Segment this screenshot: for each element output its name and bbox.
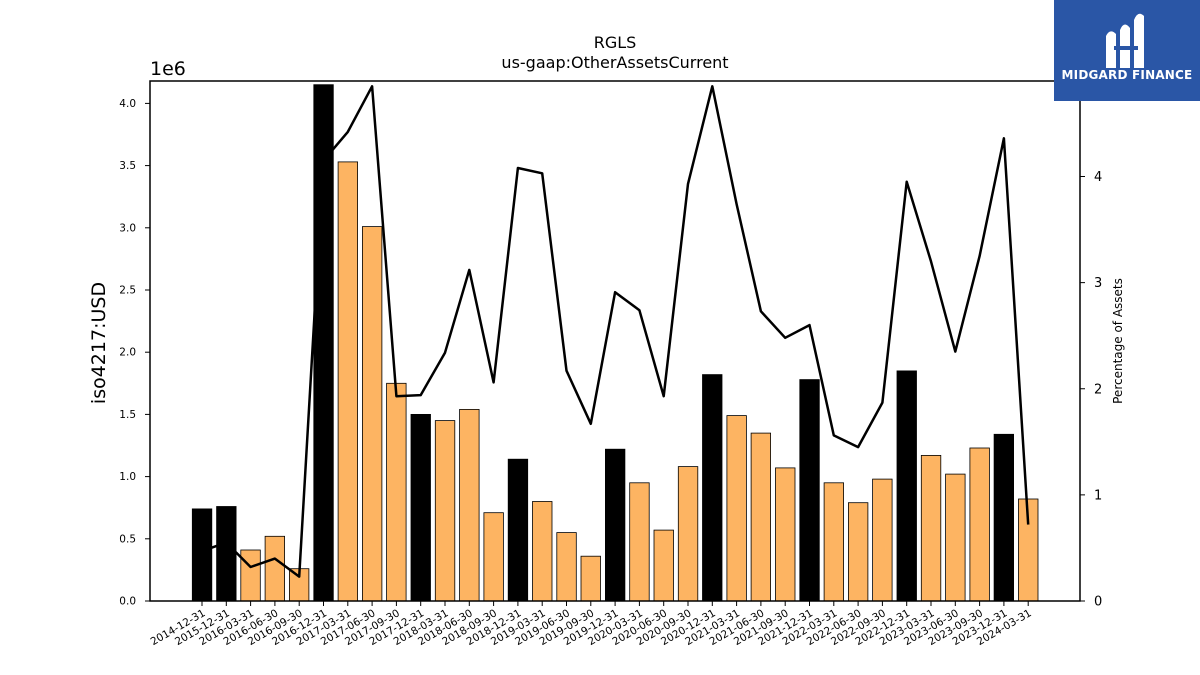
y2-tick-label: 1: [1094, 488, 1102, 503]
x-axis: 2014-12-312015-12-312016-03-312016-06-30…: [149, 601, 1034, 648]
bar: [386, 382, 407, 602]
bar: [216, 506, 237, 602]
bar: [920, 454, 942, 602]
y-axis: 0.0 0.5 1.0 1.5 2.0 2.5 3.0 3.5 4.0: [119, 98, 150, 608]
bars-layer: [191, 84, 1039, 602]
bar: [629, 482, 650, 602]
bar: [750, 432, 771, 602]
bar: [580, 555, 601, 602]
chart-subtitle: us-gaap:OtherAssetsCurrent: [501, 53, 728, 72]
bar: [240, 549, 261, 602]
bar: [507, 458, 529, 602]
y2-tick-label: 0: [1094, 595, 1102, 610]
y-tick-label: 3.5: [119, 160, 136, 172]
percentage-line: [201, 85, 1030, 578]
bar: [653, 529, 674, 602]
midgard-logo-icon: [1106, 13, 1144, 68]
bar: [483, 512, 504, 602]
bar: [848, 502, 869, 602]
line-layer: [201, 85, 1030, 578]
y-tick-label: 3.0: [119, 222, 136, 234]
bar: [969, 447, 990, 602]
y-axis-label: iso4217:USD: [88, 282, 110, 404]
bar: [677, 466, 699, 602]
y2-tick-label: 4: [1094, 170, 1102, 185]
bar: [191, 508, 213, 602]
y2-tick-label: 3: [1094, 276, 1102, 291]
bar: [532, 501, 553, 602]
y2-axis-label: Percentage of Assets: [1111, 278, 1125, 404]
y-tick-label: 0.0: [119, 596, 136, 608]
bar: [896, 370, 917, 602]
chart-title: RGLS: [594, 33, 637, 52]
y-tick-label: 2.5: [119, 284, 136, 296]
bar: [775, 467, 796, 602]
bar: [823, 482, 844, 602]
y-tick-label: 2.0: [119, 347, 136, 359]
bar: [872, 478, 893, 602]
bar: [337, 161, 359, 602]
midgard-finance-logo: MIDGARD FINANCE: [1054, 0, 1200, 101]
bar: [410, 413, 431, 602]
y2-tick-label: 2: [1094, 382, 1102, 397]
logo-text: MIDGARD FINANCE: [1061, 68, 1193, 82]
bar: [264, 535, 286, 602]
bar: [799, 379, 820, 602]
y-tick-label: 1.0: [119, 471, 136, 483]
y-tick-label: 1.5: [119, 409, 136, 421]
bar: [556, 532, 577, 602]
bar: [605, 448, 626, 602]
bar: [702, 374, 723, 602]
bar: [945, 473, 966, 602]
bar: [361, 226, 383, 602]
y-tick-label: 4.0: [119, 98, 136, 110]
plot-frame: [149, 80, 1081, 602]
y-tick-label: 0.5: [119, 533, 136, 545]
bar: [434, 420, 456, 602]
y2-axis: 0 1 2 3 4: [1080, 170, 1102, 610]
bar: [993, 433, 1014, 602]
bar: [459, 408, 480, 602]
y-offset-label: 1e6: [150, 58, 186, 80]
bar: [726, 415, 747, 602]
